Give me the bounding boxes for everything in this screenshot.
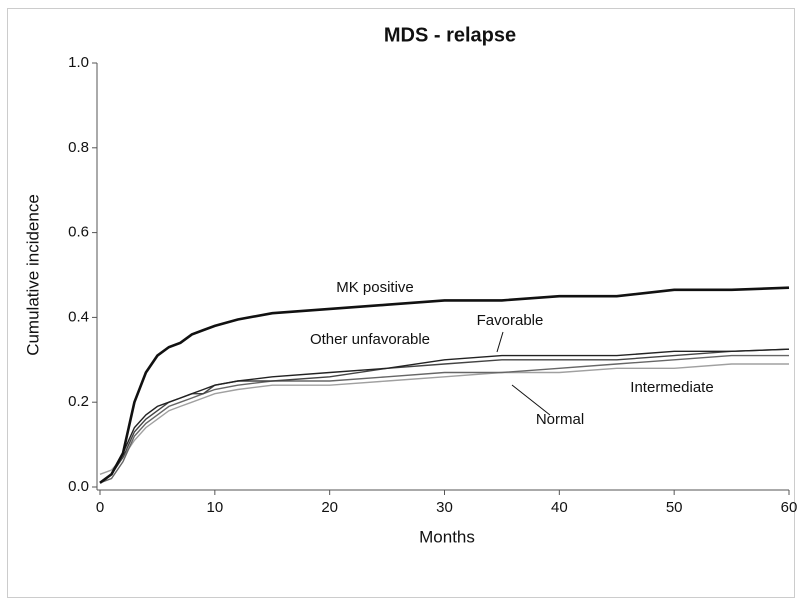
x-tick-label: 60 <box>781 499 798 516</box>
curve <box>99 286 790 484</box>
y-tick-label: 0.6 <box>68 224 89 241</box>
leader-line <box>511 384 551 416</box>
y-tick-label: 0.0 <box>68 478 89 495</box>
curve-label: MK positive <box>336 279 414 296</box>
chart-title: MDS - relapse <box>384 24 516 46</box>
y-tick-label: 1.0 <box>68 54 89 71</box>
x-tick-label: 20 <box>321 499 338 516</box>
x-tick-label: 50 <box>666 499 683 516</box>
x-tick-label: 30 <box>436 499 453 516</box>
x-axis-label: Months <box>419 527 475 546</box>
curve-label: Other unfavorable <box>310 331 430 348</box>
curve-label: Intermediate <box>630 379 713 396</box>
curve-label: Normal <box>536 411 584 428</box>
curve <box>99 348 790 484</box>
curve <box>99 354 789 484</box>
x-tick-label: 10 <box>206 499 223 516</box>
frame <box>7 8 795 598</box>
curve <box>99 363 789 475</box>
y-axis-label: Cumulative incidence <box>23 194 42 356</box>
x-tick-label: 40 <box>551 499 568 516</box>
leader-line <box>496 331 504 353</box>
y-tick-label: 0.2 <box>68 393 89 410</box>
y-tick-label: 0.4 <box>68 308 89 325</box>
y-tick-label: 0.8 <box>68 139 89 156</box>
curve-label: Favorable <box>477 312 544 329</box>
x-tick-label: 0 <box>96 499 104 516</box>
curve <box>99 348 790 484</box>
